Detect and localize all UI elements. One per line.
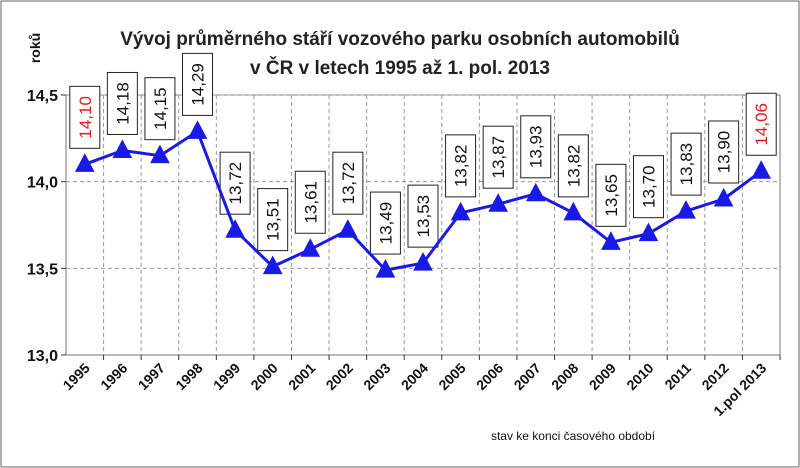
data-label-box <box>595 163 627 227</box>
data-label: 13,82 <box>452 145 471 188</box>
data-label: 14,15 <box>151 87 170 130</box>
data-label-box <box>332 151 364 215</box>
x-grid-lines <box>103 95 781 360</box>
data-point-marker <box>450 201 471 221</box>
chart-title-line1: Vývoj průměrného stáří vozového parku os… <box>120 29 680 50</box>
data-label-box <box>407 184 439 248</box>
data-label: 13,49 <box>376 202 395 245</box>
data-label-box <box>144 77 176 141</box>
data-label: 13,87 <box>489 136 508 179</box>
series-markers <box>74 120 772 278</box>
data-label-box <box>632 155 664 219</box>
data-label-box <box>445 134 477 198</box>
y-tick-label: 14,0 <box>27 175 58 192</box>
chart-title-line2: v ČR v letech 1995 až 1. pol. 2013 <box>250 57 550 79</box>
data-label: 13,93 <box>527 126 546 169</box>
data-label: 13,51 <box>264 198 283 241</box>
data-label: 13,72 <box>339 162 358 205</box>
y-axis-label: roků <box>27 33 43 63</box>
data-point-marker <box>300 238 321 257</box>
data-point-marker <box>676 200 696 219</box>
data-point-marker <box>601 231 621 250</box>
data-label-box <box>369 191 401 255</box>
data-point-marker <box>150 144 170 164</box>
data-label-box <box>69 85 101 149</box>
data-point-marker <box>262 255 283 275</box>
y-tick-label: 13,5 <box>27 261 58 278</box>
data-point-marker <box>375 258 396 278</box>
data-point-marker <box>187 120 208 139</box>
data-label: 13,72 <box>226 162 245 205</box>
y-tick-label: 13,0 <box>27 348 58 365</box>
data-point-marker <box>413 252 433 271</box>
data-point-marker <box>713 187 734 207</box>
data-label: 13,61 <box>301 181 320 224</box>
data-point-marker <box>74 153 95 172</box>
data-point-marker <box>525 182 546 202</box>
data-point-marker <box>563 201 584 221</box>
y-tick-label: 14,5 <box>27 88 58 105</box>
data-point-marker <box>225 219 245 238</box>
data-label-box <box>182 52 214 116</box>
data-label-box <box>670 132 702 196</box>
data-label-box <box>294 170 326 234</box>
data-label: 13,53 <box>414 195 433 238</box>
data-label: 13,90 <box>715 131 734 174</box>
data-label-box <box>745 92 777 156</box>
data-label: 13,83 <box>677 143 696 186</box>
data-label-box <box>520 115 552 179</box>
data-label-box <box>482 125 514 189</box>
data-label-box <box>106 71 138 135</box>
data-label-box <box>557 134 589 198</box>
data-label: 13,70 <box>639 165 658 208</box>
chart-note: stav ke konci časového období <box>491 429 656 443</box>
data-label-box <box>708 120 740 184</box>
data-point-marker <box>338 219 358 238</box>
data-point-marker <box>112 139 133 158</box>
data-label: 13,82 <box>564 145 583 188</box>
data-labels: 14,10 14,18 14,15 14,29 13,72 13,51 13,61 13,72… <box>69 52 777 255</box>
data-label: 14,18 <box>113 82 132 125</box>
data-point-marker <box>638 222 659 242</box>
data-point-marker <box>751 160 772 179</box>
data-label: 13,65 <box>602 174 621 217</box>
data-label: 14,06 <box>752 103 771 146</box>
data-point-marker <box>488 193 508 212</box>
data-label: 14,29 <box>189 63 208 106</box>
y-axis-ticks: 13,0 13,5 14,0 14,5 <box>27 88 66 365</box>
data-label-box <box>257 188 289 252</box>
data-label: 14,10 <box>76 96 95 139</box>
